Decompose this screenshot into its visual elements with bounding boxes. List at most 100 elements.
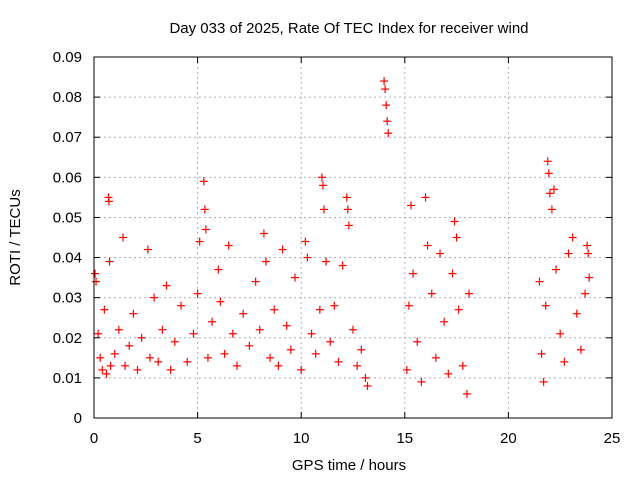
data-point <box>544 169 553 178</box>
data-point <box>104 197 113 206</box>
data-point <box>98 365 107 374</box>
y-tick-label: 0.03 <box>53 290 82 307</box>
data-point <box>444 369 453 378</box>
y-tick-label: 0.01 <box>53 370 82 387</box>
data-point <box>330 301 339 310</box>
x-tick-label: 10 <box>293 430 310 447</box>
data-point <box>585 273 594 282</box>
data-point <box>170 337 179 346</box>
data-point <box>91 269 100 278</box>
y-tick-label: 0.07 <box>53 129 82 146</box>
x-tick-label: 0 <box>90 430 98 447</box>
data-point <box>102 369 111 378</box>
data-point <box>421 193 430 202</box>
data-point <box>431 353 440 362</box>
data-point <box>549 185 558 194</box>
data-point <box>560 357 569 366</box>
y-tick-label: 0.05 <box>53 209 82 226</box>
data-point <box>535 277 544 286</box>
x-tick-label: 15 <box>396 430 413 447</box>
data-point <box>94 329 103 338</box>
x-tick-label: 5 <box>193 430 201 447</box>
data-point <box>338 261 347 270</box>
data-point <box>568 233 577 242</box>
axes-layer: 0 5 10 15 20 25 0 0.01 0.02 0.03 0.04 0.05 0.06 0.07 0… <box>53 49 621 447</box>
x-tick-label: 25 <box>604 430 621 447</box>
data-point <box>545 189 554 198</box>
data-point <box>239 309 248 318</box>
data-point <box>183 357 192 366</box>
data-point <box>427 289 436 298</box>
data-point <box>361 373 370 382</box>
data-point <box>177 301 186 310</box>
chart-title: Day 033 of 2025, Rate Of TEC Index for r… <box>169 20 528 37</box>
data-point <box>458 361 467 370</box>
data-point <box>251 277 260 286</box>
data-point <box>92 277 101 286</box>
data-point <box>576 345 585 354</box>
data-point <box>342 193 351 202</box>
data-point <box>286 345 295 354</box>
y-tick-label: 0.06 <box>53 169 82 186</box>
data-point <box>311 349 320 358</box>
data-point <box>143 245 152 254</box>
data-point <box>315 305 324 314</box>
data-point <box>121 361 130 370</box>
data-point <box>201 225 210 234</box>
data-point <box>129 309 138 318</box>
data-point <box>556 329 565 338</box>
data-point <box>145 353 154 362</box>
data-point <box>307 329 316 338</box>
data-points-layer <box>91 77 594 398</box>
data-point <box>282 321 291 330</box>
data-point <box>581 289 590 298</box>
data-point <box>119 233 128 242</box>
data-point <box>404 301 413 310</box>
data-point <box>564 249 573 258</box>
data-point <box>274 361 283 370</box>
data-point <box>448 269 457 278</box>
data-point <box>334 357 343 366</box>
data-point <box>381 85 390 94</box>
data-point <box>154 357 163 366</box>
y-tick-label: 0.04 <box>53 250 82 267</box>
data-point <box>317 173 326 182</box>
y-tick-label: 0.09 <box>53 49 82 66</box>
data-point <box>290 273 299 282</box>
data-point <box>357 345 366 354</box>
data-point <box>270 305 279 314</box>
data-point <box>402 365 411 374</box>
data-point <box>465 289 474 298</box>
data-point <box>326 337 335 346</box>
data-point <box>301 237 310 246</box>
data-point <box>539 377 548 386</box>
data-point <box>450 217 459 226</box>
data-point <box>584 249 593 258</box>
data-point <box>203 353 212 362</box>
data-point <box>96 353 105 362</box>
y-tick-label: 0 <box>74 410 82 427</box>
data-point <box>363 381 372 390</box>
data-point <box>537 349 546 358</box>
data-point <box>150 293 159 302</box>
data-point <box>220 349 229 358</box>
data-point <box>158 325 167 334</box>
data-point <box>255 325 264 334</box>
data-point <box>259 229 268 238</box>
data-point <box>452 233 461 242</box>
data-point <box>105 257 114 266</box>
data-point <box>384 129 393 138</box>
data-point <box>413 337 422 346</box>
data-point <box>266 353 275 362</box>
data-point <box>572 309 581 318</box>
data-point <box>343 205 352 214</box>
data-point <box>303 253 312 262</box>
data-point <box>462 389 471 398</box>
y-axis-label: ROTI / TECUs <box>7 189 24 285</box>
data-point <box>245 341 254 350</box>
data-point <box>318 181 327 190</box>
data-point <box>297 365 306 374</box>
data-point <box>162 281 171 290</box>
data-point <box>353 361 362 370</box>
